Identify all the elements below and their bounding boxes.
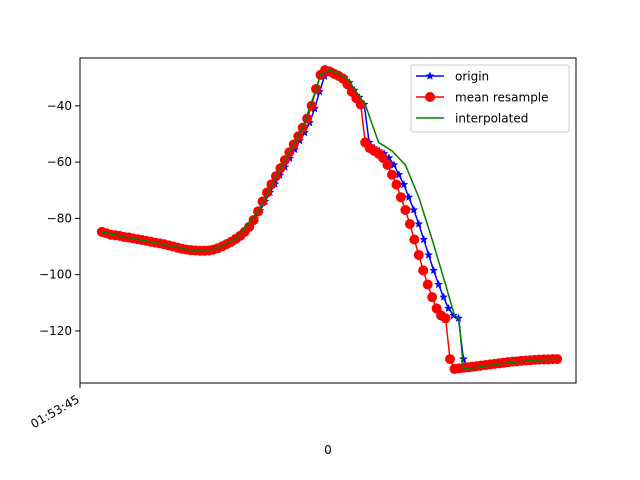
x-axis: 01:53:45 [28,383,82,431]
data-point [404,192,414,202]
data-point [449,310,458,320]
data-point [413,249,424,260]
legend-entry: mean resample [416,91,549,105]
data-point [418,265,429,276]
data-point [440,313,451,324]
data-point [400,204,411,215]
data-point [248,215,259,226]
data-point [424,250,434,259]
series-mean-resample [96,65,563,374]
data-point [355,99,366,110]
data-point [382,159,393,170]
x-axis-label: 0 [324,443,332,457]
legend-label: interpolated [455,112,528,126]
legend-box [410,64,570,133]
data-point [427,292,438,303]
legend-entry: origin [416,70,489,84]
data-point [378,152,389,163]
data-point [414,219,424,228]
data-point [429,265,439,275]
data-point [386,169,397,180]
data-point [439,292,449,301]
y-tick-label: −80 [47,211,72,225]
series-interpolated [101,69,558,370]
legend-label: origin [455,70,489,84]
y-tick-label: −40 [47,99,72,113]
data-point [419,234,429,244]
series-line [101,69,558,370]
legend-items: origin mean resample interpolated [416,70,549,126]
data-point [434,279,444,289]
legend-marker [425,71,435,80]
legend-marker [425,92,435,102]
legend-entry: interpolated [416,112,528,126]
y-tick-label: −60 [47,155,72,169]
y-axis: −40 −60 −80 −100 −120 [39,99,80,338]
data-point [395,192,406,203]
legend-label: mean resample [455,91,549,105]
data-point [409,234,420,245]
y-tick-label: −120 [39,324,72,338]
series-layer [96,65,563,374]
legend: origin mean resample interpolated [410,64,570,133]
data-point [409,205,419,214]
y-tick-label: −100 [39,268,72,282]
data-point [431,303,442,314]
plot-frame [79,57,577,384]
data-point [404,219,415,230]
x-tick-label: 01:53:45 [28,392,82,431]
data-point [422,279,433,290]
data-point [445,354,456,365]
data-point [391,179,402,190]
